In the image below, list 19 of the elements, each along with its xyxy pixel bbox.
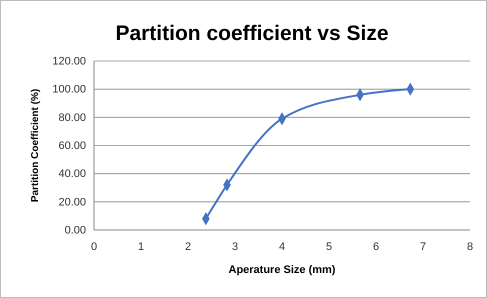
y-tick-label: 60.00 (58, 140, 86, 152)
x-tick-label: 2 (184, 240, 192, 253)
y-tick-label: 100.00 (52, 84, 86, 96)
chart-title: Partition coefficient vs Size (115, 22, 389, 45)
x-tick-label: 8 (466, 240, 474, 253)
x-tick-label: 0 (90, 240, 98, 253)
x-tick-label: 3 (232, 240, 238, 253)
y-tick-label: 80.00 (58, 112, 86, 124)
x-tick-label: 4 (278, 240, 286, 253)
x-tick-label: 6 (372, 240, 380, 253)
x-tick-label: 7 (420, 240, 426, 253)
y-tick-label: 0.00 (64, 224, 86, 237)
y-tick-label: 40.00 (58, 168, 86, 180)
y-tick-label: 20.00 (58, 196, 86, 208)
y-tick-label: 120.00 (52, 56, 86, 68)
x-tick-label: 5 (326, 240, 332, 253)
x-axis-title: Aperature Size (mm) (228, 264, 336, 276)
x-tick-label: 1 (138, 240, 144, 253)
y-axis-title: Partition Coefficient (%) (30, 88, 41, 202)
